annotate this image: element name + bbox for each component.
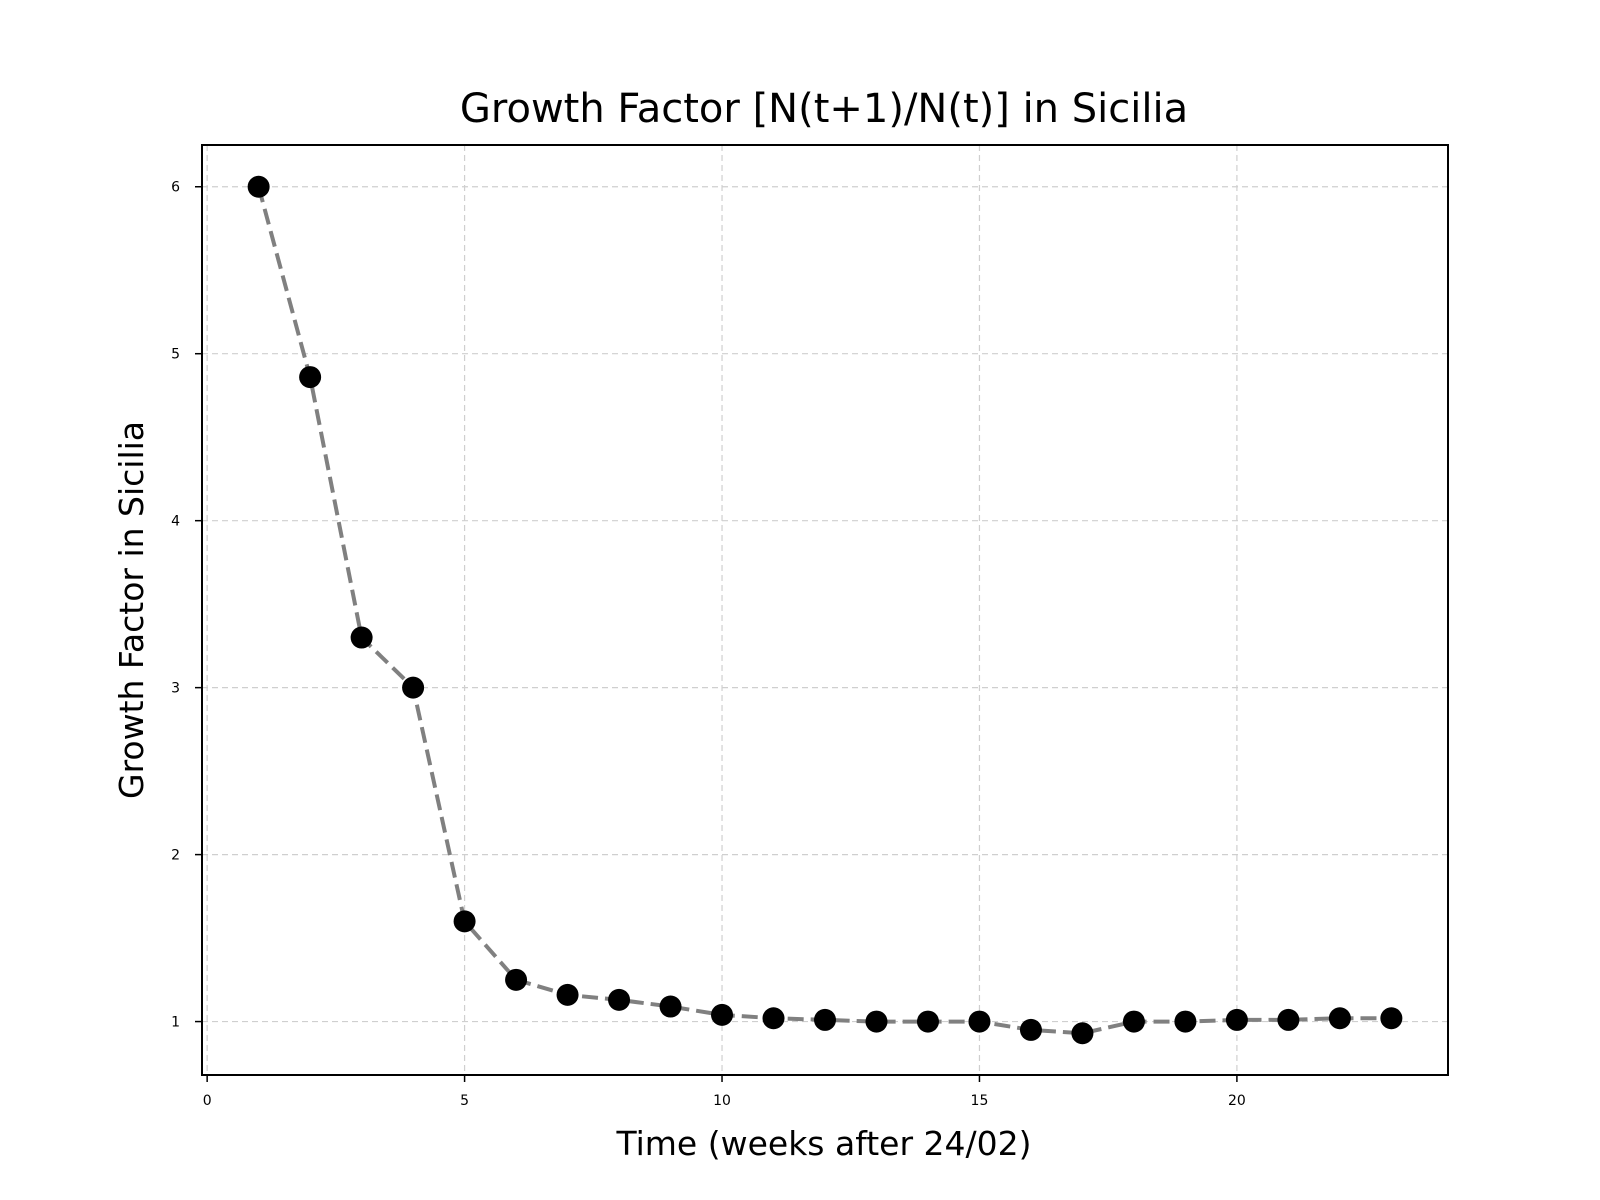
data-point-week-4 <box>402 676 425 699</box>
data-point-week-19 <box>1174 1010 1197 1033</box>
series-layer <box>247 175 1403 1045</box>
data-point-week-18 <box>1122 1010 1145 1033</box>
data-point-week-5 <box>453 910 476 933</box>
data-point-week-1 <box>247 175 270 198</box>
x-tick-label-5: 5 <box>460 1093 469 1109</box>
y-axis-label: Growth Factor in Sicilia <box>112 421 151 799</box>
y-tick-label-4: 4 <box>171 514 180 530</box>
x-tick-label-15: 15 <box>971 1093 989 1109</box>
data-point-week-15 <box>968 1010 991 1033</box>
data-point-week-22 <box>1328 1007 1351 1030</box>
data-point-week-17 <box>1071 1022 1094 1045</box>
plot-frame <box>201 144 1449 1076</box>
y-tick-label-3: 3 <box>171 681 180 697</box>
y-tick-label-2: 2 <box>171 848 180 864</box>
data-point-week-7 <box>556 983 579 1006</box>
data-point-week-11 <box>762 1007 785 1030</box>
data-point-week-3 <box>350 626 373 649</box>
data-point-week-8 <box>608 988 631 1011</box>
grid-layer <box>202 145 1448 1075</box>
x-tick-label-20: 20 <box>1228 1093 1246 1109</box>
data-point-week-16 <box>1019 1018 1042 1041</box>
chart-title: Growth Factor [N(t+1)/N(t)] in Sicilia <box>460 86 1188 132</box>
data-point-week-21 <box>1277 1008 1300 1031</box>
data-point-week-12 <box>814 1008 836 1031</box>
y-tick-label-1: 1 <box>171 1015 180 1031</box>
data-point-week-13 <box>865 1010 888 1033</box>
y-tick-label-5: 5 <box>171 347 180 363</box>
data-point-week-14 <box>916 1010 939 1033</box>
data-point-week-10 <box>711 1003 734 1026</box>
data-point-week-6 <box>505 968 528 991</box>
x-tick-label-0: 0 <box>203 1093 212 1109</box>
x-axis-label: Time (weeks after 24/02) <box>615 1124 1031 1163</box>
ticks-layer: 0 5 10 15 20 1 2 3 4 5 6 <box>171 180 1246 1109</box>
data-point-week-2 <box>299 366 322 389</box>
data-point-week-20 <box>1225 1008 1248 1031</box>
data-point-week-23 <box>1380 1007 1403 1030</box>
y-tick-label-6: 6 <box>171 180 180 196</box>
x-tick-label-10: 10 <box>713 1093 731 1109</box>
data-point-week-9 <box>659 995 682 1018</box>
